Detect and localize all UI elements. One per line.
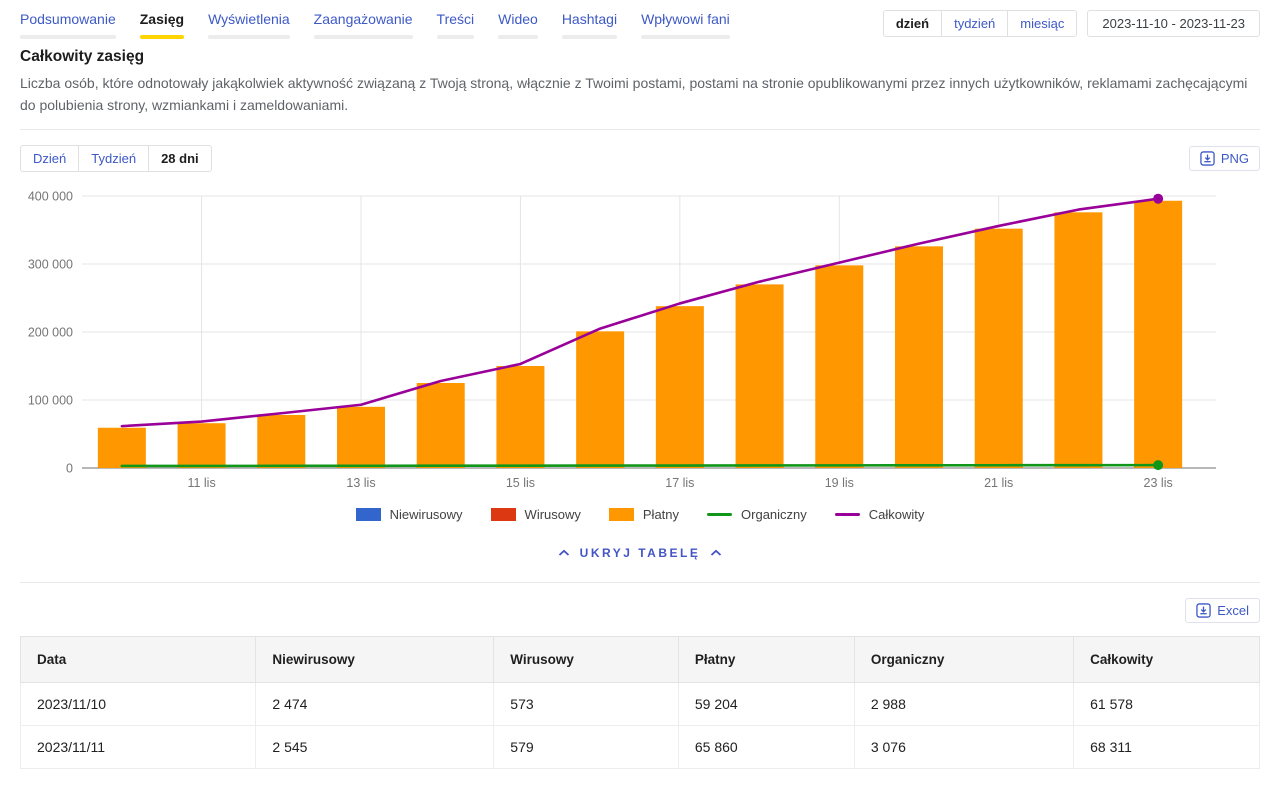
svg-text:0: 0 [66,462,73,476]
section-description: Liczba osób, które odnotowały jakąkolwie… [20,75,1248,113]
tab-label: Wideo [498,11,538,27]
legend-item-niewirusowy: Niewirusowy [355,507,463,522]
cell-platny: 59 204 [677,682,855,726]
tab-podsumowanie[interactable]: Podsumowanie [20,10,116,39]
cell-date: 2023/11/10 [19,682,257,726]
tab-label: Wyświetlenia [208,11,290,27]
table-toggle-row: UKRYJ TABELĘ [20,546,1260,560]
col-header-calkowity: Całkowity [1073,636,1260,683]
download-icon [1200,151,1215,166]
cell-niewirusowy: 2 474 [255,682,495,726]
col-header-wirusowy: Wirusowy [493,636,679,683]
hide-table-label: UKRYJ TABELĘ [579,546,701,560]
legend-item-platny: Płatny [608,507,680,522]
cell-niewirusowy: 2 545 [255,725,495,769]
svg-text:100 000: 100 000 [28,394,73,408]
tab-label: Podsumowanie [20,11,116,27]
cell-date: 2023/11/11 [19,725,257,769]
export-row: Excel [20,598,1260,623]
period-month-button[interactable]: miesiąc [1007,10,1078,37]
tab-tresci[interactable]: Treści [436,10,475,39]
granularity-week-button[interactable]: Tydzień [78,145,150,172]
excel-button-label: Excel [1217,603,1249,618]
legend-swatch [608,508,634,521]
tab-zasieg[interactable]: Zasięg [139,10,185,39]
tab-label: Zasięg [139,11,185,27]
legend-item-wirusowy: Wirusowy [490,507,581,522]
svg-text:15 lis: 15 lis [506,476,535,490]
top-right-controls: dzień tydzień miesiąc 2023-11-10 - 2023-… [882,10,1260,37]
top-bar: Podsumowanie Zasięg Wyświetlenia Zaangaż… [20,0,1260,39]
svg-text:400 000: 400 000 [28,190,73,204]
legend-swatch [490,508,516,521]
svg-text:19 lis: 19 lis [825,476,854,490]
svg-text:300 000: 300 000 [28,258,73,272]
download-icon [1196,603,1211,618]
cell-wirusowy: 573 [493,682,679,726]
svg-text:23 lis: 23 lis [1144,476,1173,490]
legend-label: Organiczny [741,507,807,522]
cell-wirusowy: 579 [493,725,679,769]
period-day-button[interactable]: dzień [882,10,943,37]
reach-analytics-page: Podsumowanie Zasięg Wyświetlenia Zaangaż… [19,0,1260,769]
svg-text:21 lis: 21 lis [984,476,1013,490]
tab-wplywowi-fani[interactable]: Wpływowi fani [641,10,730,39]
cell-calkowity: 61 578 [1073,682,1260,726]
period-week-button[interactable]: tydzień [941,10,1009,37]
reach-data-table: Data Niewirusowy Wirusowy Płatny Organic… [19,636,1260,769]
tab-wideo[interactable]: Wideo [498,10,538,39]
page-title: Całkowity zasięg [20,48,145,65]
tab-hashtagi[interactable]: Hashtagi [561,10,618,39]
svg-text:17 lis: 17 lis [665,476,694,490]
date-range-picker[interactable]: 2023-11-10 - 2023-11-23 [1087,10,1260,37]
col-header-data: Data [19,636,257,683]
legend-label: Płatny [642,507,680,522]
svg-text:13 lis: 13 lis [346,476,375,490]
hide-table-button[interactable]: UKRYJ TABELĘ [558,546,723,560]
png-button-label: PNG [1220,151,1249,166]
chart-legend: Niewirusowy Wirusowy Płatny Organiczny C… [20,507,1260,522]
legend-label: Wirusowy [524,507,581,522]
chevron-up-icon [558,549,569,556]
download-png-button[interactable]: PNG [1188,146,1260,171]
tab-label: Zaangażowanie [313,11,413,27]
chart-controls-row: Dzień Tydzień 28 dni PNG [20,145,1260,172]
chevron-up-icon [711,549,722,556]
chart-granularity-selector: Dzień Tydzień 28 dni [20,145,212,172]
table-header-row: Data Niewirusowy Wirusowy Płatny Organic… [19,636,1260,683]
col-header-organiczny: Organiczny [853,636,1075,683]
tab-label: Wpływowi fani [641,11,730,27]
granularity-28days-button[interactable]: 28 dni [148,145,212,172]
cell-calkowity: 68 311 [1073,725,1260,769]
download-excel-button[interactable]: Excel [1185,598,1260,623]
cell-organiczny: 3 076 [853,725,1075,769]
granularity-day-button[interactable]: Dzień [20,145,80,172]
legend-swatch [355,508,381,521]
tab-label: Treści [436,11,475,27]
reach-chart[interactable]: 0 100 000 200 000 300 000 400 000 11 lis 13 li… [20,182,1260,499]
divider [20,582,1260,583]
main-tabs: Podsumowanie Zasięg Wyświetlenia Zaangaż… [20,10,730,39]
tab-zaangazowanie[interactable]: Zaangażowanie [313,10,413,39]
table-row: 2023/11/11 2 545 579 65 860 3 076 68 311 [19,725,1260,769]
legend-swatch [834,513,860,516]
col-header-niewirusowy: Niewirusowy [255,636,495,683]
cell-organiczny: 2 988 [853,682,1075,726]
global-period-selector: dzień tydzień miesiąc [882,10,1078,37]
svg-text:200 000: 200 000 [28,326,73,340]
col-header-platny: Płatny [677,636,855,683]
divider [20,129,1260,130]
legend-item-calkowity: Całkowity [834,507,925,522]
cell-platny: 65 860 [677,725,855,769]
chart-canvas[interactable]: 0 100 000 200 000 300 000 400 000 11 lis 13 li… [20,182,1260,494]
legend-item-organiczny: Organiczny [707,507,807,522]
legend-label: Całkowity [868,507,925,522]
svg-text:11 lis: 11 lis [187,476,215,490]
legend-swatch [707,513,733,516]
legend-label: Niewirusowy [389,507,463,522]
tab-wyswietlenia[interactable]: Wyświetlenia [208,10,290,39]
tab-label: Hashtagi [561,11,618,27]
table-row: 2023/11/10 2 474 573 59 204 2 988 61 578 [19,682,1260,726]
